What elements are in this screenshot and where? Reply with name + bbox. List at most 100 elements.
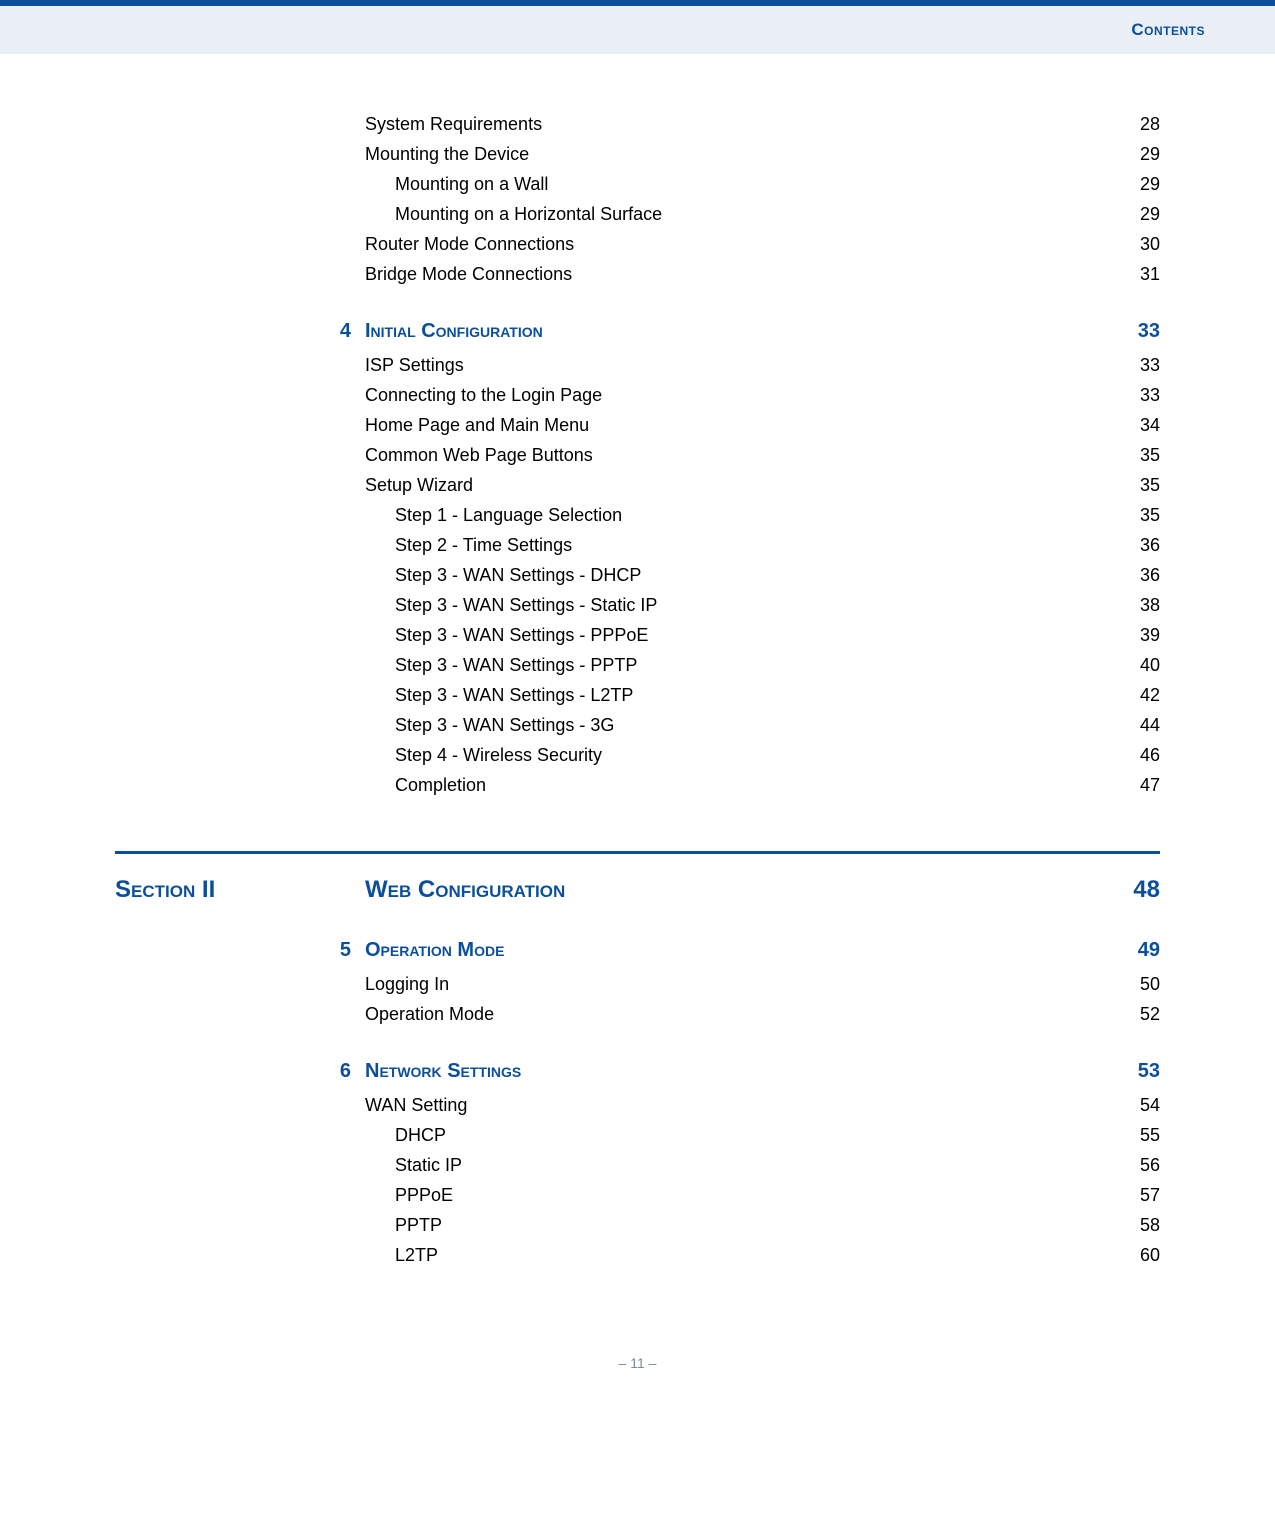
- toc-page: 58: [1120, 1215, 1160, 1236]
- section-label: Section II: [115, 876, 365, 904]
- toc-page: 34: [1120, 415, 1160, 436]
- toc-row: ISP Settings33: [115, 355, 1160, 376]
- chapter-6-row: 6 Network Settings 53: [115, 1060, 1160, 1083]
- toc-row: Step 3 - WAN Settings - 3G44: [115, 715, 1160, 736]
- chapter-title: Network Settings: [365, 1060, 1120, 1083]
- toc-page: 33: [1120, 355, 1160, 376]
- toc-row: Step 3 - WAN Settings - PPPoE39: [115, 625, 1160, 646]
- toc-row: PPPoE57: [115, 1185, 1160, 1206]
- chapter-page: 53: [1120, 1060, 1160, 1083]
- toc-label: Setup Wizard: [365, 475, 1120, 496]
- toc-row: L2TP60: [115, 1245, 1160, 1266]
- toc-row: Router Mode Connections30: [115, 234, 1160, 255]
- toc-label: Connecting to the Login Page: [365, 385, 1120, 406]
- toc-label: WAN Setting: [365, 1095, 1120, 1116]
- toc-page: 28: [1120, 114, 1160, 135]
- toc-page: 29: [1120, 174, 1160, 195]
- toc-label: Mounting on a Horizontal Surface: [395, 204, 1120, 225]
- toc-page: 36: [1120, 535, 1160, 556]
- toc-label: Step 2 - Time Settings: [395, 535, 1120, 556]
- toc-label: System Requirements: [365, 114, 1120, 135]
- toc-row: Static IP56: [115, 1155, 1160, 1176]
- section-page: 48: [1120, 876, 1160, 904]
- toc-row: Completion47: [115, 775, 1160, 796]
- toc-page: 42: [1120, 685, 1160, 706]
- chapter-number: 6: [115, 1060, 365, 1083]
- toc-row: Step 3 - WAN Settings - DHCP36: [115, 565, 1160, 586]
- toc-page: 54: [1120, 1095, 1160, 1116]
- toc-label: Common Web Page Buttons: [365, 445, 1120, 466]
- toc-label: Bridge Mode Connections: [365, 264, 1120, 285]
- toc-page: 31: [1120, 264, 1160, 285]
- toc-page: 33: [1120, 385, 1160, 406]
- toc-page: 44: [1120, 715, 1160, 736]
- chapter-number: 5: [115, 939, 365, 962]
- toc-label: Mounting the Device: [365, 144, 1120, 165]
- toc-row: Operation Mode52: [115, 1004, 1160, 1025]
- toc-row: DHCP55: [115, 1125, 1160, 1146]
- toc-label: L2TP: [395, 1245, 1120, 1266]
- header-title: Contents: [1131, 20, 1205, 40]
- toc-page: 29: [1120, 144, 1160, 165]
- toc-row: Step 1 - Language Selection35: [115, 505, 1160, 526]
- toc-label: PPPoE: [395, 1185, 1120, 1206]
- toc-label: Home Page and Main Menu: [365, 415, 1120, 436]
- toc-row: Home Page and Main Menu34: [115, 415, 1160, 436]
- toc-row: Connecting to the Login Page33: [115, 385, 1160, 406]
- chapter-title: Initial Configuration: [365, 320, 1120, 343]
- toc-page: 35: [1120, 475, 1160, 496]
- toc-label: Mounting on a Wall: [395, 174, 1120, 195]
- chapter-page: 33: [1120, 320, 1160, 343]
- toc-page: 50: [1120, 974, 1160, 995]
- toc-label: Step 3 - WAN Settings - PPPoE: [395, 625, 1120, 646]
- toc-row: Step 3 - WAN Settings - PPTP40: [115, 655, 1160, 676]
- toc-label: Router Mode Connections: [365, 234, 1120, 255]
- section-2-block: Section II Web Configuration 48: [115, 851, 1160, 904]
- toc-label: ISP Settings: [365, 355, 1120, 376]
- toc-row: WAN Setting54: [115, 1095, 1160, 1116]
- toc-row: Bridge Mode Connections31: [115, 264, 1160, 285]
- page-number: – 11 –: [619, 1355, 657, 1371]
- toc-page: 39: [1120, 625, 1160, 646]
- toc-label: Completion: [395, 775, 1120, 796]
- toc-label: Step 3 - WAN Settings - DHCP: [395, 565, 1120, 586]
- toc-page: 55: [1120, 1125, 1160, 1146]
- toc-label: Step 3 - WAN Settings - 3G: [395, 715, 1120, 736]
- header-band: Contents: [0, 6, 1275, 54]
- toc-row: Common Web Page Buttons35: [115, 445, 1160, 466]
- toc-row: Step 2 - Time Settings36: [115, 535, 1160, 556]
- chapter-title: Operation Mode: [365, 939, 1120, 962]
- toc-row: System Requirements28: [115, 114, 1160, 135]
- section-2-row: Section II Web Configuration 48: [115, 876, 1160, 904]
- toc-row: Step 3 - WAN Settings - L2TP42: [115, 685, 1160, 706]
- toc-label: Logging In: [365, 974, 1120, 995]
- toc-page: 35: [1120, 445, 1160, 466]
- toc-page: 60: [1120, 1245, 1160, 1266]
- chapter-page: 49: [1120, 939, 1160, 962]
- toc-page: 38: [1120, 595, 1160, 616]
- toc-page: 46: [1120, 745, 1160, 766]
- toc-page: 47: [1120, 775, 1160, 796]
- toc-content: System Requirements28Mounting the Device…: [0, 54, 1275, 1315]
- toc-label: Step 1 - Language Selection: [395, 505, 1120, 526]
- toc-label: Step 3 - WAN Settings - Static IP: [395, 595, 1120, 616]
- toc-page: 56: [1120, 1155, 1160, 1176]
- toc-row: Mounting the Device29: [115, 144, 1160, 165]
- chapter-4-row: 4 Initial Configuration 33: [115, 320, 1160, 343]
- toc-label: Step 3 - WAN Settings - L2TP: [395, 685, 1120, 706]
- toc-page: 52: [1120, 1004, 1160, 1025]
- toc-page: 40: [1120, 655, 1160, 676]
- toc-page: 36: [1120, 565, 1160, 586]
- toc-row: Logging In50: [115, 974, 1160, 995]
- toc-page: 30: [1120, 234, 1160, 255]
- toc-page: 29: [1120, 204, 1160, 225]
- toc-page: 35: [1120, 505, 1160, 526]
- chapter-number: 4: [115, 320, 365, 343]
- toc-row: Step 3 - WAN Settings - Static IP38: [115, 595, 1160, 616]
- section-title: Web Configuration: [365, 876, 1120, 904]
- toc-label: Step 3 - WAN Settings - PPTP: [395, 655, 1120, 676]
- page-footer: – 11 –: [0, 1315, 1275, 1401]
- toc-row: PPTP58: [115, 1215, 1160, 1236]
- toc-row: Mounting on a Horizontal Surface29: [115, 204, 1160, 225]
- toc-row: Step 4 - Wireless Security46: [115, 745, 1160, 766]
